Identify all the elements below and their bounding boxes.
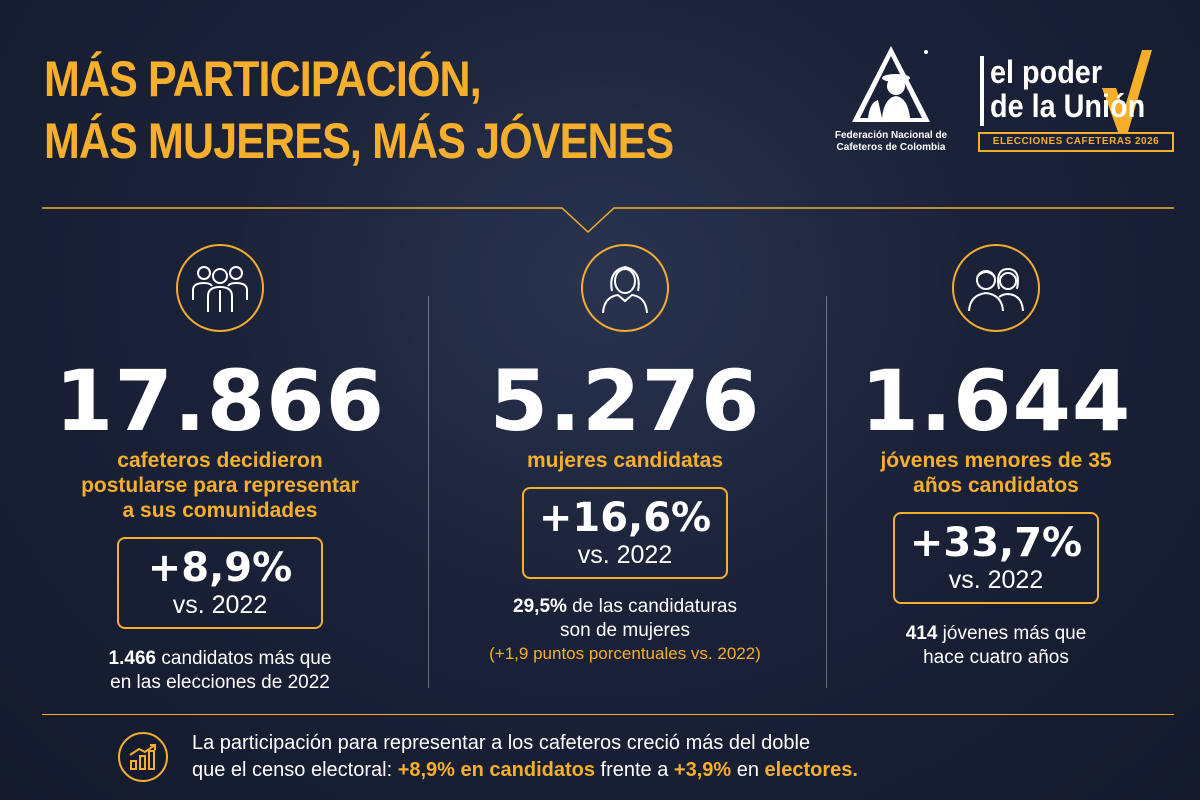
- woman-icon: [581, 244, 669, 332]
- note-text: jóvenes más que: [937, 623, 1087, 644]
- footer-divider: [42, 714, 1174, 715]
- youth-vs: vs. 2022: [948, 566, 1044, 594]
- column-separator-1: [428, 296, 429, 688]
- candidates-description: cafeteros decidieron postularse para rep…: [30, 448, 410, 523]
- footer-summary: La participación para representar a los …: [192, 730, 1152, 784]
- youth-growth-box: +33,7% vs. 2022: [893, 512, 1099, 604]
- fnc-name-line-1: Federación Nacional de: [834, 130, 948, 141]
- page-title: MÁS PARTICIPACIÓN, MÁS MUJERES, MÁS JÓVE…: [44, 48, 715, 172]
- candidates-growth-pct: +8,9%: [147, 545, 293, 591]
- fnc-logo: Federación Nacional de Cafeteros de Colo…: [826, 42, 956, 162]
- footer-text-part: frente a: [594, 759, 674, 781]
- campaign-line-2: de la Unión: [990, 88, 1146, 124]
- note-bold-value: 414: [905, 623, 938, 644]
- fnc-name-line-2: Cafeteros de Colombia: [836, 142, 946, 153]
- footer-text-part: que el censo electoral:: [192, 759, 398, 781]
- desc-line: a sus comunidades: [122, 499, 318, 522]
- note-line-2: en las elecciones de 2022: [110, 672, 330, 693]
- desc-line: años candidatos: [913, 474, 1079, 497]
- note-text: de las candidaturas: [566, 596, 737, 617]
- footer-line-1: La participación para representar a los …: [192, 732, 811, 754]
- women-growth-pct: +16,6%: [538, 495, 712, 541]
- women-vs: vs. 2022: [577, 541, 673, 569]
- title-line-1: MÁS PARTICIPACIÓN,: [44, 51, 482, 107]
- youth-total: 1.644: [860, 352, 1132, 450]
- desc-line: mujeres candidatas: [526, 449, 724, 472]
- women-note: 29,5% de las candidaturas son de mujeres…: [435, 595, 815, 665]
- footer-text-part: en: [731, 759, 765, 781]
- footer-line-2: que el censo electoral: +8,9% en candida…: [192, 757, 1152, 784]
- youth-growth-pct: +33,7%: [909, 520, 1083, 566]
- stat-column-candidates: 17.866 cafeteros decidieron postularse p…: [30, 244, 410, 695]
- youth-description: jóvenes menores de 35 años candidatos: [806, 448, 1186, 498]
- mountain-farmer-icon: [852, 46, 930, 122]
- note-line-2: hace cuatro años: [923, 647, 1069, 668]
- candidates-vs: vs. 2022: [172, 591, 268, 619]
- women-description: mujeres candidatas: [435, 448, 815, 473]
- candidates-growth-box: +8,9% vs. 2022: [117, 537, 323, 629]
- note-line-3: (+1,9 puntos porcentuales vs. 2022): [489, 644, 761, 663]
- header-divider: [42, 207, 1174, 234]
- campaign-badge: ELECCIONES CAFETERAS 2026: [978, 132, 1174, 152]
- desc-line: cafeteros decidieron: [117, 449, 323, 472]
- desc-line: postularse para representar: [81, 474, 359, 497]
- women-total: 5.276: [489, 352, 761, 450]
- candidates-total: 17.866: [54, 352, 386, 450]
- youth-note: 414 jóvenes más que hace cuatro años: [806, 622, 1186, 670]
- title-line-2: MÁS MUJERES, MÁS JÓVENES: [44, 113, 674, 169]
- desc-line: jóvenes menores de 35: [880, 449, 1112, 472]
- campaign-bar: [980, 56, 984, 126]
- stat-column-women: 5.276 mujeres candidatas +16,6% vs. 2022…: [435, 244, 815, 665]
- note-line-2: son de mujeres: [560, 620, 690, 641]
- campaign-line-1: el poder: [990, 54, 1103, 90]
- campaign-logo: el poder de la Unión ELECCIONES CAFETERA…: [974, 48, 1180, 158]
- stat-column-youth: 1.644 jóvenes menores de 35 años candida…: [806, 244, 1186, 670]
- note-text: candidatos más que: [156, 648, 332, 669]
- check-mark-icon: [1102, 50, 1152, 132]
- note-bold-value: 29,5%: [513, 596, 567, 617]
- candidates-note: 1.466 candidatos más que en las eleccion…: [30, 647, 410, 695]
- footer-highlight-voters: electores.: [764, 759, 858, 781]
- youth-icon: [952, 244, 1040, 332]
- group-icon: [176, 244, 264, 332]
- note-bold-value: 1.466: [108, 648, 157, 669]
- footer-highlight-voters-pct: +3,9%: [673, 759, 732, 781]
- growth-chart-icon: [118, 732, 168, 782]
- women-growth-box: +16,6% vs. 2022: [522, 487, 728, 579]
- footer-highlight-candidates: +8,9% en candidatos: [397, 759, 595, 781]
- column-separator-2: [826, 296, 827, 688]
